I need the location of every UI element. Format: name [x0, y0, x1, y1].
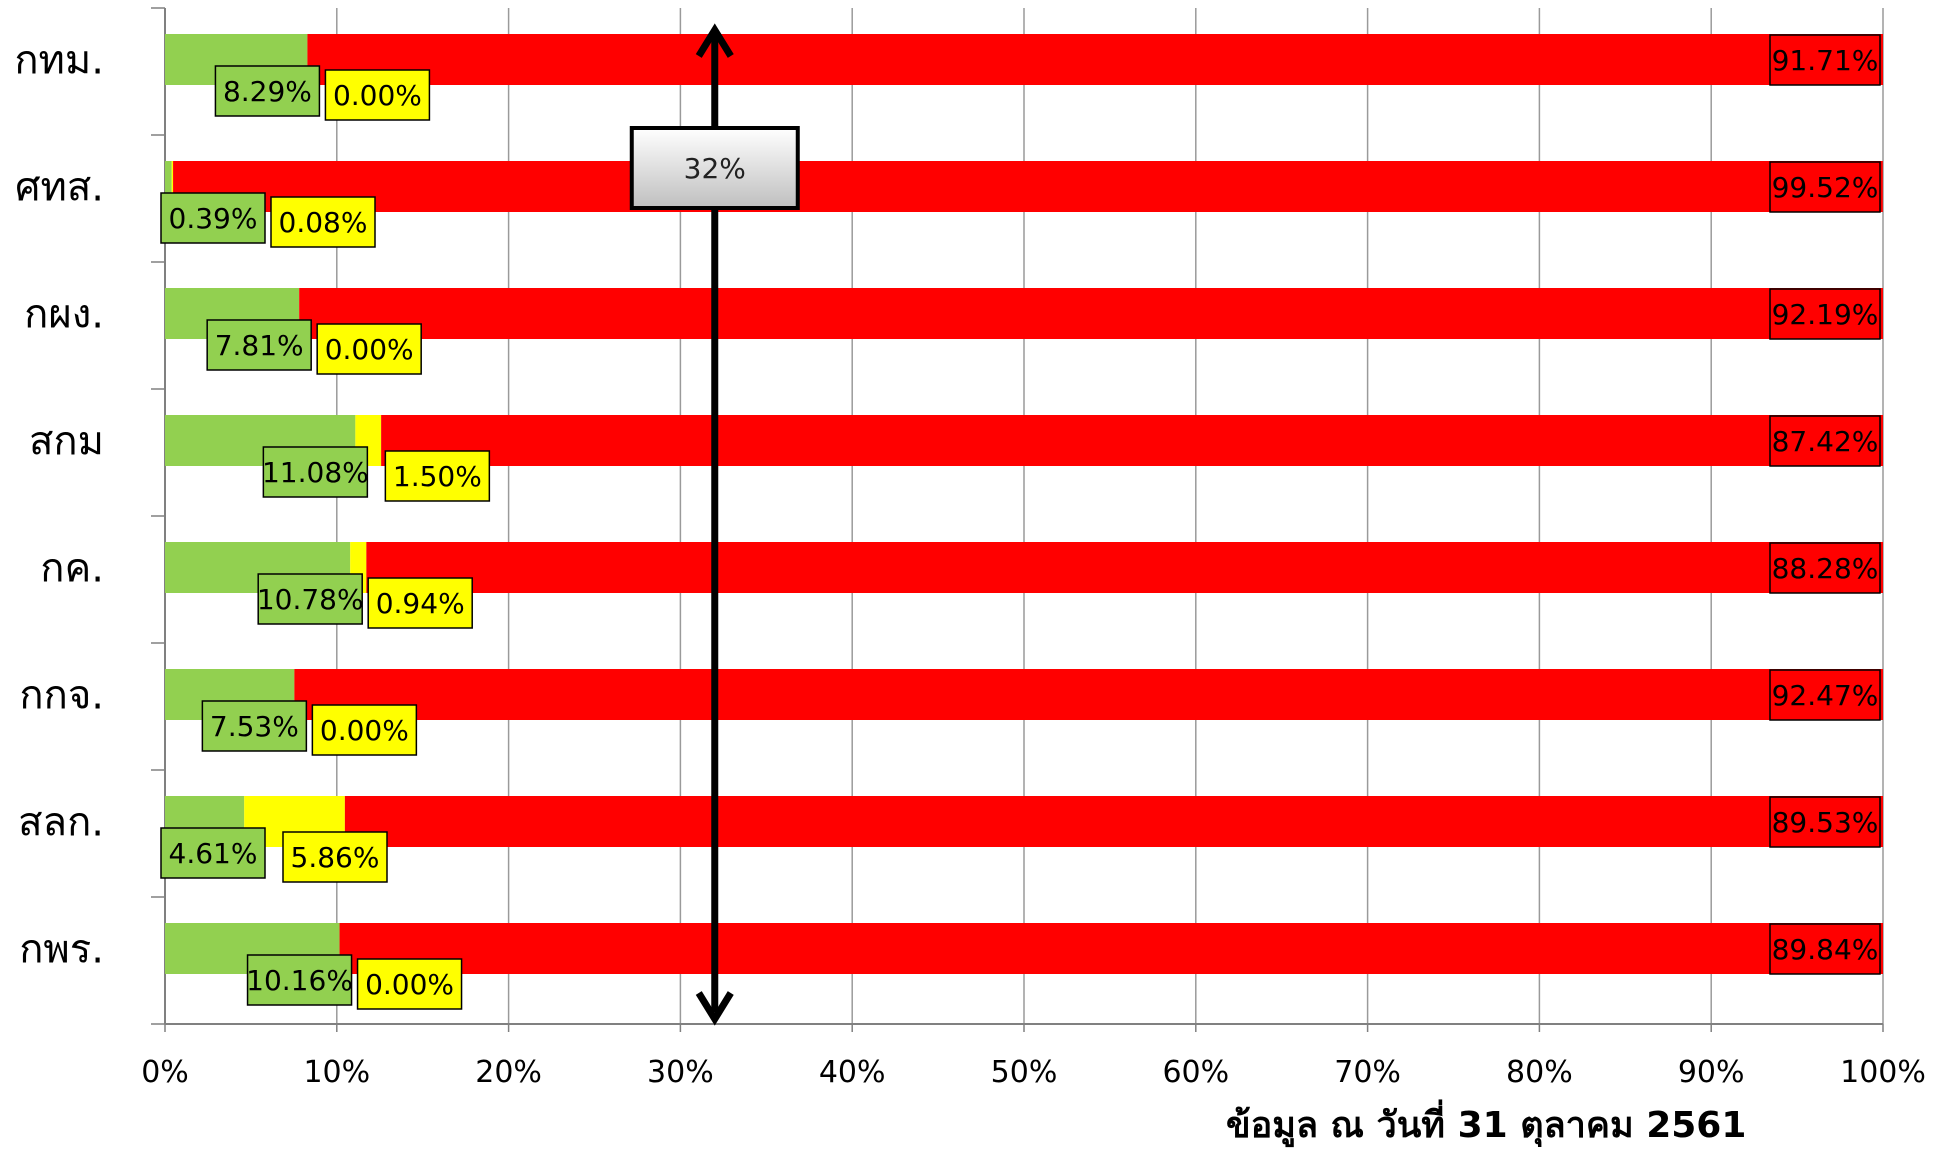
data-label: 11.08%	[262, 456, 369, 489]
data-label: 7.81%	[215, 329, 304, 362]
data-label: 0.00%	[333, 79, 422, 112]
data-label: 92.47%	[1772, 679, 1879, 712]
data-label-box	[356, 958, 463, 1010]
data-label-box	[282, 831, 388, 883]
data-label-box	[1769, 415, 1881, 467]
x-tick-label: 60%	[1162, 1055, 1229, 1090]
data-label: 0.08%	[279, 206, 368, 239]
data-label-box	[384, 450, 491, 502]
x-tick-label: 100%	[1840, 1055, 1926, 1090]
data-label: 7.53%	[210, 710, 299, 743]
data-label: 0.94%	[376, 587, 465, 620]
marker-arrow-up	[695, 23, 734, 58]
x-tick-label: 30%	[647, 1055, 714, 1090]
bar-segment	[339, 923, 1883, 974]
data-label-box	[311, 704, 418, 756]
bar-segment	[299, 288, 1884, 339]
data-label: 0.00%	[320, 714, 409, 747]
data-label: 87.42%	[1772, 425, 1879, 458]
bar-segment	[366, 542, 1883, 593]
data-label-box	[1769, 669, 1881, 721]
data-date-note: ข้อมูล ณ วันที่ 31 ตุลาคม 2561	[1226, 1105, 1747, 1146]
data-label-box	[324, 69, 431, 121]
data-label: 88.28%	[1772, 552, 1879, 585]
data-label-box	[262, 446, 369, 498]
x-tick-label: 50%	[991, 1055, 1058, 1090]
x-tick-label: 80%	[1506, 1055, 1573, 1090]
data-label-box	[160, 827, 266, 879]
category-label: กพร.	[19, 927, 104, 973]
marker-label-box	[629, 126, 800, 210]
data-label: 92.19%	[1772, 298, 1879, 331]
data-label: 0.39%	[169, 202, 258, 235]
data-label: 10.16%	[246, 964, 353, 997]
data-label: 89.84%	[1772, 933, 1879, 966]
bar-segment	[307, 34, 1883, 85]
bar-segment	[381, 415, 1883, 466]
data-label: 8.29%	[223, 75, 312, 108]
bar-segment	[171, 161, 174, 212]
marker-label: 32%	[684, 152, 746, 185]
data-label: 5.86%	[291, 841, 380, 874]
category-label: สกม	[29, 419, 104, 465]
data-label-box	[214, 65, 321, 117]
data-label-box	[206, 319, 312, 371]
bar-segment	[294, 669, 1884, 720]
category-label: สลก.	[18, 800, 104, 846]
bar-segment	[173, 161, 1883, 212]
data-label: 0.00%	[325, 333, 414, 366]
data-label: 1.50%	[393, 460, 482, 493]
data-label: 99.52%	[1772, 171, 1879, 204]
bar-segment	[344, 796, 1883, 847]
data-label-box	[316, 323, 422, 375]
x-tick-label: 20%	[475, 1055, 542, 1090]
data-label-box	[201, 700, 308, 752]
marker-arrow-down	[695, 991, 734, 1026]
data-label: 89.53%	[1772, 806, 1879, 839]
x-tick-label: 10%	[303, 1055, 370, 1090]
data-label-box	[270, 196, 376, 248]
data-label-box	[1769, 161, 1881, 213]
data-label: 91.71%	[1772, 44, 1879, 77]
data-label: 10.78%	[257, 583, 364, 616]
data-label: 0.00%	[365, 968, 454, 1001]
category-label: กผง.	[24, 292, 104, 338]
data-label-box	[1769, 34, 1881, 86]
x-tick-label: 0%	[141, 1055, 189, 1090]
category-label: ศทส.	[15, 165, 104, 211]
data-label-box	[1769, 542, 1881, 594]
x-tick-label: 40%	[819, 1055, 886, 1090]
data-label-box	[257, 573, 363, 625]
data-label-box	[1769, 923, 1881, 975]
bar-segment	[165, 161, 172, 212]
x-tick-label: 70%	[1334, 1055, 1401, 1090]
data-label-box	[160, 192, 266, 244]
data-label: 4.61%	[169, 837, 258, 870]
data-label-box	[367, 577, 473, 629]
category-label: กทม.	[14, 38, 104, 84]
data-label-box	[1769, 288, 1881, 340]
data-label-box	[1769, 796, 1881, 848]
category-label: กกจ.	[19, 673, 104, 719]
category-label: กค.	[40, 546, 104, 592]
data-label-box	[246, 954, 353, 1006]
x-tick-label: 90%	[1678, 1055, 1745, 1090]
